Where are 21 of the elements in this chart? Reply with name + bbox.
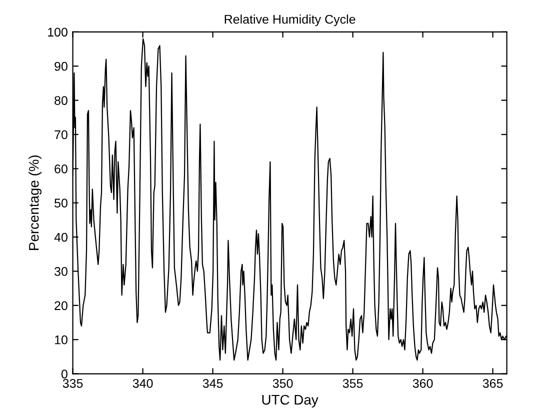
x-tick-label: 335: [62, 378, 83, 388]
x-tick-label: 340: [132, 378, 153, 388]
y-axis-title: Percentage (%): [28, 155, 42, 250]
y-tick-label: 60: [54, 164, 68, 174]
y-tick-label: 10: [54, 335, 68, 344]
y-tick-label: 70: [54, 130, 68, 140]
y-tick-label: 90: [54, 62, 68, 71]
chart-title: Relative Humidity Cycle: [224, 14, 356, 26]
y-tick-label: 80: [54, 96, 68, 105]
x-tick-label: 365: [482, 378, 503, 388]
y-tick-label: 0: [61, 370, 68, 378]
x-tick-label: 360: [412, 378, 433, 388]
x-tick-label: 350: [272, 378, 293, 388]
x-tick-label: 355: [342, 378, 363, 388]
x-axis-title: UTC Day: [262, 394, 318, 408]
y-tick-label: 100: [48, 28, 68, 37]
x-tick-label: 345: [202, 378, 223, 388]
y-tick-label: 30: [54, 267, 68, 276]
y-tick-label: 50: [54, 198, 68, 208]
y-tick-label: 20: [54, 301, 68, 310]
y-tick-label: 40: [54, 232, 68, 242]
